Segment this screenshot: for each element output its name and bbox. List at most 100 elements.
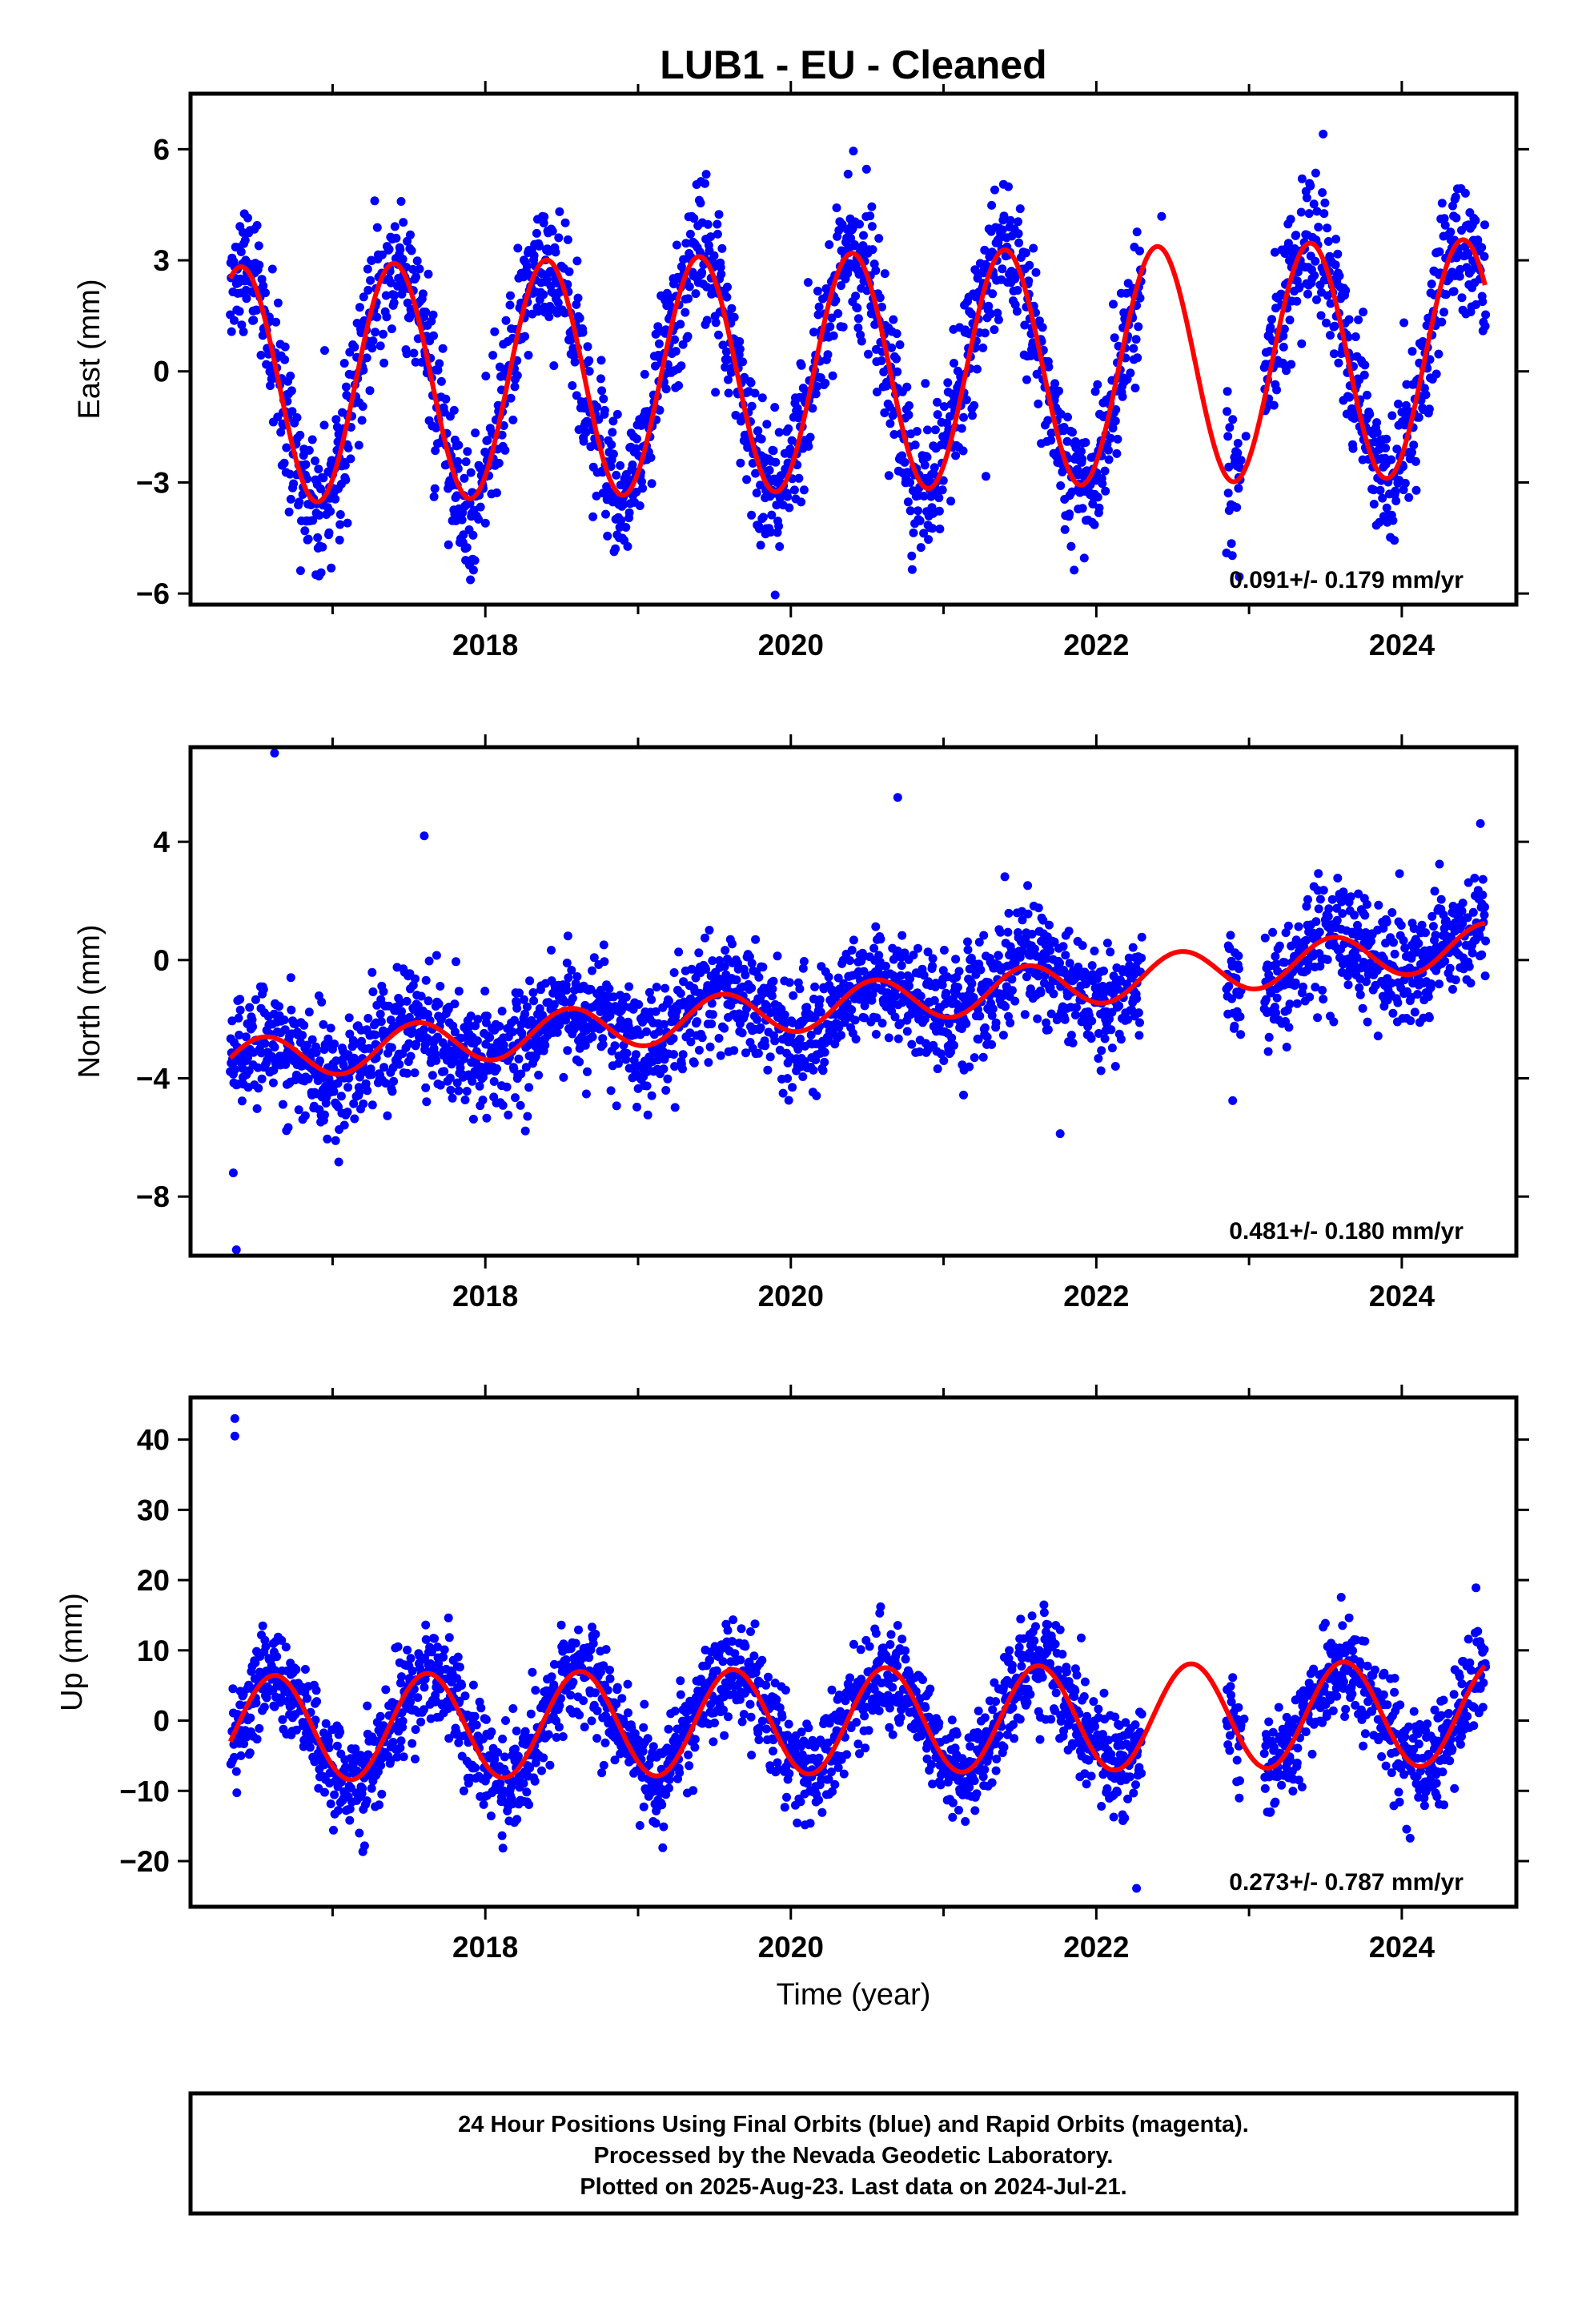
data-point — [261, 1642, 271, 1651]
y-tick-label: 0 — [153, 944, 170, 977]
data-point — [1086, 1034, 1096, 1043]
data-point — [350, 342, 359, 352]
data-point — [1128, 943, 1138, 952]
data-point — [994, 951, 1003, 960]
data-point — [1093, 493, 1102, 502]
data-point — [770, 1036, 780, 1046]
data-point — [1033, 1014, 1042, 1023]
data-point — [919, 971, 929, 980]
data-point — [1400, 943, 1410, 953]
data-point — [304, 1007, 314, 1017]
data-point — [1387, 979, 1396, 988]
data-point — [831, 296, 841, 305]
data-point — [1279, 324, 1289, 334]
data-point — [420, 1025, 428, 1035]
data-point — [799, 957, 809, 966]
data-point — [850, 1015, 860, 1025]
data-point — [371, 1030, 380, 1039]
data-point — [902, 1027, 912, 1036]
data-point — [751, 468, 761, 478]
data-point — [1445, 963, 1455, 973]
data-point — [396, 998, 405, 1007]
data-point — [1428, 922, 1438, 931]
data-point — [548, 227, 557, 236]
data-point — [230, 316, 239, 325]
data-point — [358, 1783, 367, 1793]
data-point — [613, 1059, 623, 1068]
data-point — [471, 428, 480, 438]
data-point — [391, 233, 401, 243]
data-point — [873, 388, 881, 396]
data-point — [1068, 1038, 1078, 1047]
data-point — [236, 247, 246, 256]
data-point — [345, 1804, 355, 1814]
data-point — [1087, 961, 1097, 971]
data-point — [808, 404, 817, 413]
data-point — [1434, 349, 1443, 359]
data-point — [742, 475, 752, 485]
data-point — [676, 320, 685, 329]
data-point — [1060, 1015, 1070, 1024]
data-point — [897, 931, 907, 940]
data-point — [959, 1090, 968, 1100]
data-point — [930, 995, 939, 1005]
data-point — [1359, 370, 1369, 380]
data-point — [612, 470, 621, 480]
data-point — [1014, 229, 1023, 239]
data-point — [711, 388, 721, 397]
data-point — [717, 243, 727, 253]
data-point — [867, 202, 877, 211]
data-point — [1090, 387, 1100, 396]
data-point — [326, 507, 335, 516]
data-point — [234, 1013, 243, 1023]
data-point — [567, 966, 576, 975]
data-point — [1134, 322, 1143, 332]
data-point — [239, 1739, 249, 1748]
data-point — [753, 1015, 762, 1024]
data-point — [724, 388, 733, 398]
data-point — [849, 935, 858, 945]
data-point — [978, 343, 988, 352]
data-point — [384, 244, 394, 254]
data-point — [896, 1019, 905, 1028]
data-point — [251, 1699, 261, 1707]
data-point — [621, 523, 631, 532]
data-point — [933, 1064, 942, 1074]
data-point — [1266, 323, 1275, 332]
data-point — [494, 458, 504, 468]
data-point — [1310, 271, 1319, 280]
data-point — [857, 336, 866, 346]
data-point — [1296, 207, 1306, 217]
data-point — [1271, 951, 1280, 961]
data-point — [280, 1025, 290, 1035]
data-point — [769, 976, 778, 986]
data-point — [1302, 193, 1311, 203]
data-point — [269, 1065, 279, 1075]
data-point — [683, 332, 693, 341]
data-point — [998, 1031, 1008, 1040]
data-point — [340, 460, 350, 470]
data-point — [480, 987, 490, 996]
data-point — [450, 1027, 460, 1037]
data-point — [1481, 310, 1491, 320]
data-point — [670, 335, 680, 344]
data-point — [344, 1013, 354, 1023]
data-point — [1452, 213, 1461, 223]
data-point — [821, 379, 830, 388]
data-point — [980, 328, 990, 338]
data-point — [723, 282, 732, 292]
data-point — [1458, 919, 1468, 928]
data-point — [346, 454, 355, 464]
data-point — [1024, 276, 1034, 286]
data-point — [515, 988, 524, 998]
data-point — [359, 292, 368, 302]
data-point — [793, 404, 802, 413]
data-point — [268, 1078, 278, 1088]
data-point — [1034, 399, 1043, 408]
data-point — [951, 451, 961, 460]
data-point — [741, 971, 750, 979]
data-point — [892, 329, 901, 339]
data-point — [311, 1048, 321, 1057]
data-point — [1113, 434, 1122, 444]
data-point — [829, 331, 838, 340]
